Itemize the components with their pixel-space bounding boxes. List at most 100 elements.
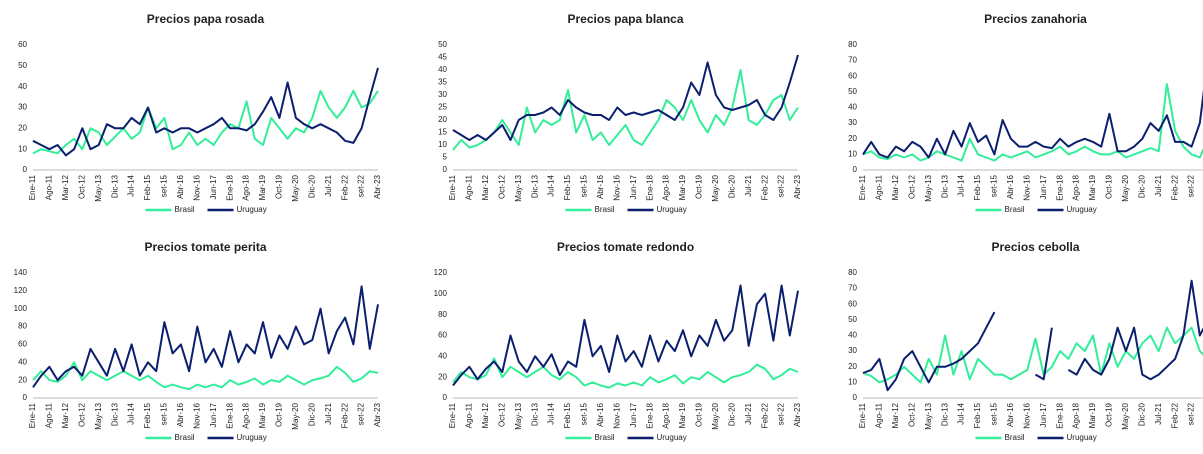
series-line <box>32 361 379 391</box>
x-tick-label: Mar-19 <box>258 174 267 200</box>
x-tick-label: Abr-23 <box>373 402 382 427</box>
x-tick-label: Mar-19 <box>1088 402 1097 428</box>
x-tick-label: Jul-21 <box>324 174 333 196</box>
x-tick-label: Mar-19 <box>678 402 687 428</box>
x-tick-label: set-22 <box>1187 402 1196 425</box>
x-tick-label: Jul-14 <box>547 402 556 424</box>
x-tick-label: set-15 <box>580 402 589 425</box>
x-tick-label: May-20 <box>291 174 300 201</box>
x-tick-label: set-22 <box>777 402 786 425</box>
x-tick-label: set-22 <box>357 174 366 197</box>
x-tick-label: May-13 <box>514 174 523 201</box>
x-tick-label: Mar-19 <box>1088 174 1097 200</box>
x-tick-label: Nov-16 <box>612 402 621 428</box>
legend-label: Uruguay <box>657 205 687 214</box>
x-tick-label: Mar-12 <box>891 174 900 200</box>
x-tick-label: Ago-18 <box>1072 174 1081 200</box>
y-tick-label: 60 <box>18 340 27 349</box>
y-tick-label: 50 <box>848 315 857 324</box>
x-tick-label: Jul-14 <box>957 402 966 424</box>
x-tick-label: Ago-18 <box>662 174 671 200</box>
x-tick-label: Feb-15 <box>563 174 572 200</box>
x-tick-label: Feb-15 <box>973 174 982 200</box>
x-tick-label: Dic-13 <box>110 402 119 426</box>
chart-title: Precios papa blanca <box>567 12 683 26</box>
x-tick-label: Oct-12 <box>907 402 916 427</box>
x-tick-label: Ago-11 <box>465 402 474 428</box>
y-tick-label: 80 <box>18 322 27 331</box>
y-tick-label: 80 <box>848 40 857 49</box>
x-tick-label: Oct-19 <box>695 174 704 199</box>
y-tick-label: 0 <box>853 165 858 174</box>
x-tick-label: May-20 <box>291 402 300 429</box>
x-tick-label: Oct-19 <box>695 402 704 427</box>
x-tick-label: Jul-21 <box>744 402 753 424</box>
x-tick-label: Dic-20 <box>727 402 736 426</box>
x-tick-label: Ene-11 <box>28 174 37 200</box>
x-tick-label: Mar-12 <box>61 174 70 200</box>
x-tick-label: Ago-11 <box>465 174 474 200</box>
x-tick-label: Oct-12 <box>907 174 916 199</box>
x-tick-label: Dic-20 <box>307 402 316 426</box>
x-tick-label: Mar-19 <box>258 402 267 428</box>
legend-label: Uruguay <box>657 433 687 442</box>
y-tick-label: 40 <box>18 357 27 366</box>
x-tick-label: Oct-12 <box>497 402 506 427</box>
series-line <box>452 284 799 387</box>
x-tick-label: Ene-11 <box>858 174 867 200</box>
series-line <box>862 83 1203 162</box>
x-tick-label: Abr-23 <box>793 174 802 199</box>
x-tick-label: Jun-17 <box>209 174 218 199</box>
x-tick-label: Dic-20 <box>307 174 316 198</box>
x-tick-label: Abr-16 <box>176 402 185 427</box>
x-tick-label: Feb-22 <box>340 174 349 200</box>
x-tick-label: set-15 <box>990 174 999 197</box>
x-tick-label: Ago-18 <box>1072 402 1081 428</box>
x-tick-label: Jun-17 <box>1039 174 1048 199</box>
legend-label: Brasil <box>1005 205 1025 214</box>
x-tick-label: Dic-13 <box>110 174 119 198</box>
x-tick-label: Abr-16 <box>176 174 185 199</box>
y-tick-label: 5 <box>443 153 448 162</box>
y-tick-label: 40 <box>848 331 857 340</box>
y-tick-label: 0 <box>443 393 448 402</box>
x-tick-label: Jul-14 <box>127 402 136 424</box>
y-tick-label: 20 <box>848 362 857 371</box>
y-tick-label: 60 <box>848 71 857 80</box>
x-tick-label: Jun-17 <box>629 402 638 427</box>
y-tick-label: 120 <box>14 286 28 295</box>
y-tick-label: 100 <box>14 304 28 313</box>
y-tick-label: 60 <box>18 40 27 49</box>
x-tick-label: Abr-16 <box>1006 402 1015 427</box>
x-tick-label: Dic-13 <box>940 402 949 426</box>
series-line <box>32 285 379 388</box>
y-tick-label: 40 <box>18 82 27 91</box>
x-tick-label: Jun-17 <box>1039 402 1048 427</box>
x-tick-label: Ago-18 <box>662 402 671 428</box>
x-tick-label: Abr-16 <box>596 174 605 199</box>
y-tick-label: 20 <box>18 375 27 384</box>
x-tick-label: Ago-11 <box>875 174 884 200</box>
x-tick-label: Dic-13 <box>940 174 949 198</box>
x-tick-label: Ene-11 <box>858 402 867 428</box>
y-tick-label: 40 <box>848 103 857 112</box>
chart-title: Precios tomate redondo <box>557 240 694 254</box>
x-tick-label: May-20 <box>1121 402 1130 429</box>
y-tick-label: 30 <box>848 118 857 127</box>
x-tick-label: Ago-11 <box>875 402 884 428</box>
x-tick-label: Nov-16 <box>1022 174 1031 200</box>
legend-label: Uruguay <box>237 433 267 442</box>
x-tick-label: Nov-16 <box>192 402 201 428</box>
x-tick-label: Feb-22 <box>1170 402 1179 428</box>
y-tick-label: 0 <box>23 165 28 174</box>
y-tick-label: 50 <box>848 87 857 96</box>
y-tick-label: 0 <box>23 393 28 402</box>
x-tick-label: Feb-15 <box>143 402 152 428</box>
x-tick-label: Ene-18 <box>225 174 234 200</box>
x-tick-label: Mar-19 <box>678 174 687 200</box>
series-line <box>862 279 1203 392</box>
legend-label: Uruguay <box>237 205 267 214</box>
x-tick-label: Nov-16 <box>1022 402 1031 428</box>
y-tick-label: 30 <box>848 346 857 355</box>
